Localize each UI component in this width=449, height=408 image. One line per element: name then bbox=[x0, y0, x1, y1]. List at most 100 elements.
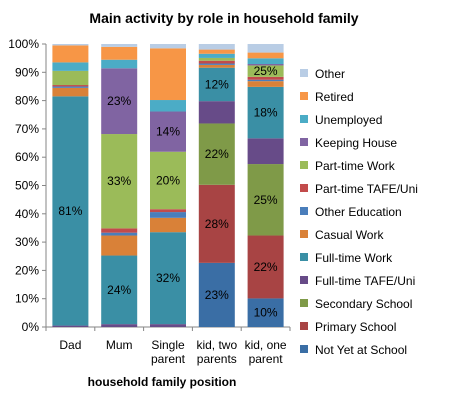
bar-segment bbox=[101, 324, 138, 327]
legend-label: Other Education bbox=[315, 205, 402, 219]
bar-segment bbox=[101, 232, 138, 236]
legend-swatch bbox=[300, 115, 308, 123]
bar-segment bbox=[247, 76, 284, 80]
y-tick-label: 80% bbox=[15, 94, 39, 108]
bar-segment bbox=[247, 52, 284, 59]
bar-segment bbox=[52, 85, 89, 87]
x-tick-label-line: Mum bbox=[106, 338, 133, 352]
bar-segment bbox=[52, 87, 89, 97]
x-tick-label: Single parent bbox=[151, 338, 186, 366]
y-tick-label: 50% bbox=[15, 179, 39, 193]
legend-swatch bbox=[300, 92, 308, 100]
bar-segment bbox=[247, 58, 284, 65]
bar-segment bbox=[198, 67, 235, 102]
legend-swatch bbox=[300, 253, 308, 261]
data-label: 25% bbox=[254, 64, 278, 78]
bar-segment bbox=[198, 63, 235, 65]
bar-segment bbox=[150, 209, 186, 213]
data-label: 20% bbox=[156, 173, 180, 187]
y-tick-label: 30% bbox=[15, 235, 39, 249]
data-label: 12% bbox=[205, 77, 229, 91]
bar-segment bbox=[247, 81, 284, 87]
legend-swatch bbox=[300, 184, 308, 192]
bar-segment bbox=[150, 48, 186, 101]
data-label: 24% bbox=[107, 283, 131, 297]
y-tick-label: 70% bbox=[15, 122, 39, 136]
bar-segment bbox=[247, 65, 284, 77]
bar-segment bbox=[101, 46, 138, 60]
legend-label: Full-time TAFE/Uni bbox=[315, 274, 415, 288]
bar-segment bbox=[247, 44, 284, 53]
bar-segment bbox=[150, 151, 186, 210]
x-axis-label: household family position bbox=[88, 375, 237, 389]
bar-segment bbox=[101, 134, 138, 229]
bar-segment bbox=[247, 235, 284, 299]
legend-swatch bbox=[300, 230, 308, 238]
legend-label: Casual Work bbox=[315, 228, 384, 242]
bar-segment bbox=[198, 64, 235, 68]
x-tick-label-line: kid, two bbox=[196, 338, 237, 352]
legend-swatch bbox=[300, 161, 308, 169]
bar-segment bbox=[198, 57, 235, 61]
bar-segment bbox=[101, 255, 138, 325]
data-label: 23% bbox=[205, 288, 229, 302]
legend-label: Other bbox=[315, 67, 345, 81]
legend-label: Secondary School bbox=[315, 297, 412, 311]
bar-segment bbox=[101, 235, 138, 256]
x-tick-label: kid, two parents bbox=[196, 338, 237, 366]
chart-title: Main activity by role in household famil… bbox=[89, 10, 358, 26]
bar-segment bbox=[52, 62, 89, 71]
data-label: 23% bbox=[107, 94, 131, 108]
bar-segment bbox=[101, 68, 138, 135]
legend-label: Part-time Work bbox=[315, 159, 396, 173]
x-tick-label-line: parents bbox=[197, 352, 237, 366]
legend-label: Primary School bbox=[315, 320, 396, 334]
bar-segment bbox=[101, 44, 138, 47]
data-label: 28% bbox=[205, 217, 229, 231]
bar-segment bbox=[198, 123, 235, 185]
y-tick-label: 40% bbox=[15, 207, 39, 221]
y-tick-label: 60% bbox=[15, 150, 39, 164]
bar-segment bbox=[198, 44, 235, 50]
bar-segment bbox=[52, 44, 89, 46]
bar-segment bbox=[247, 64, 284, 66]
bar-segment bbox=[150, 44, 186, 49]
bar-segment bbox=[52, 70, 89, 86]
bar-segment bbox=[247, 138, 284, 165]
legend: Other Retired Unemployed Keeping House Part-… bbox=[300, 67, 418, 357]
y-tick-label: 10% bbox=[15, 292, 39, 306]
x-tick-label: Mum bbox=[106, 338, 133, 352]
x-tick-label-line: kid, one bbox=[245, 338, 287, 352]
data-label: 33% bbox=[107, 174, 131, 188]
y-tick-label: 90% bbox=[15, 65, 39, 79]
bar-segment bbox=[150, 217, 186, 233]
bar-segment bbox=[198, 262, 235, 327]
bar-segment bbox=[198, 60, 235, 64]
bar-segment bbox=[247, 298, 284, 327]
data-label: 10% bbox=[254, 306, 278, 320]
y-tick-label: 0% bbox=[22, 320, 40, 334]
legend-swatch bbox=[300, 207, 308, 215]
legend-swatch bbox=[300, 322, 308, 330]
data-label: 25% bbox=[254, 193, 278, 207]
y-tick-labels: 0% 10% 20% 30% 40% 50% 60% 70% 80% 90% 100% bbox=[8, 37, 39, 334]
legend-swatch bbox=[300, 69, 308, 77]
bar-segment bbox=[52, 96, 89, 326]
bar-segment bbox=[247, 79, 284, 82]
data-label: 18% bbox=[254, 106, 278, 120]
bars bbox=[52, 44, 284, 327]
bar-segment bbox=[198, 53, 235, 58]
bar-segment bbox=[52, 86, 89, 88]
data-label: 22% bbox=[254, 260, 278, 274]
x-tick-label-line: parent bbox=[151, 352, 186, 366]
bar-segment bbox=[150, 100, 186, 112]
x-tick-label: kid, one parent bbox=[245, 338, 287, 366]
legend-swatch bbox=[300, 299, 308, 307]
bar-segment bbox=[247, 164, 284, 236]
bar-segment bbox=[101, 228, 138, 233]
y-tick-label: 20% bbox=[15, 263, 39, 277]
x-tick-label-line: Dad bbox=[59, 338, 81, 352]
bar-segment bbox=[101, 59, 138, 69]
